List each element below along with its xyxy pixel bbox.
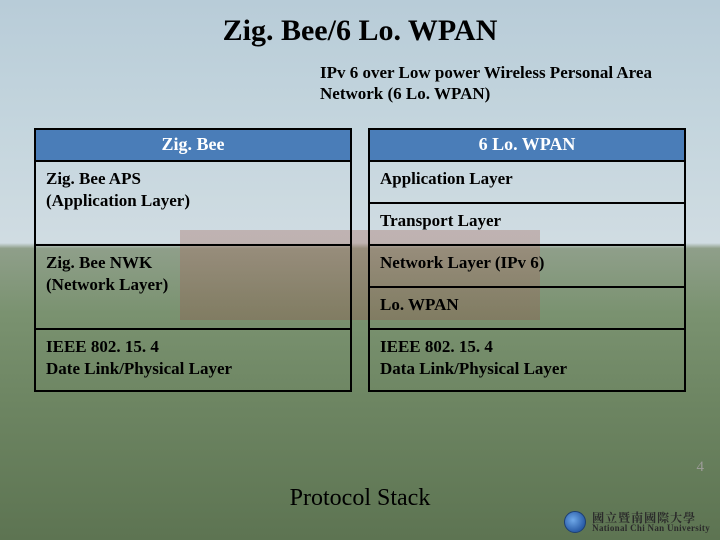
university-name: 國立暨南國際大學 National Chi Nan University: [592, 511, 710, 534]
protocol-stack-diagram: Zig. Bee Zig. Bee APS(Application Layer)…: [34, 128, 686, 392]
6lowpan-phy-cell: IEEE 802. 15. 4Data Link/Physical Layer: [368, 330, 686, 392]
6lowpan-nwk-cell: Network Layer (IPv 6): [368, 246, 686, 288]
slide-subtitle: IPv 6 over Low power Wireless Personal A…: [320, 62, 690, 105]
zigbee-phy-cell: IEEE 802. 15. 4Date Link/Physical Layer: [34, 330, 352, 392]
university-name-en: National Chi Nan University: [592, 524, 710, 534]
6lowpan-app-cell: Application Layer: [368, 162, 686, 204]
zigbee-header: Zig. Bee: [34, 128, 352, 162]
zigbee-column: Zig. Bee Zig. Bee APS(Application Layer)…: [34, 128, 352, 392]
zigbee-aps-cell: Zig. Bee APS(Application Layer): [34, 162, 352, 246]
6lowpan-adapt-cell: Lo. WPAN: [368, 288, 686, 330]
zigbee-nwk-cell: Zig. Bee NWK(Network Layer): [34, 246, 352, 330]
6lowpan-column: 6 Lo. WPAN Application Layer Transport L…: [368, 128, 686, 392]
university-logo-icon: [564, 511, 586, 533]
caption: Protocol Stack: [0, 485, 720, 512]
slide-title: Zig. Bee/6 Lo. WPAN: [0, 14, 720, 48]
6lowpan-transport-cell: Transport Layer: [368, 204, 686, 246]
6lowpan-header: 6 Lo. WPAN: [368, 128, 686, 162]
footer: 國立暨南國際大學 National Chi Nan University: [564, 511, 710, 534]
page-number: 4: [697, 459, 705, 476]
